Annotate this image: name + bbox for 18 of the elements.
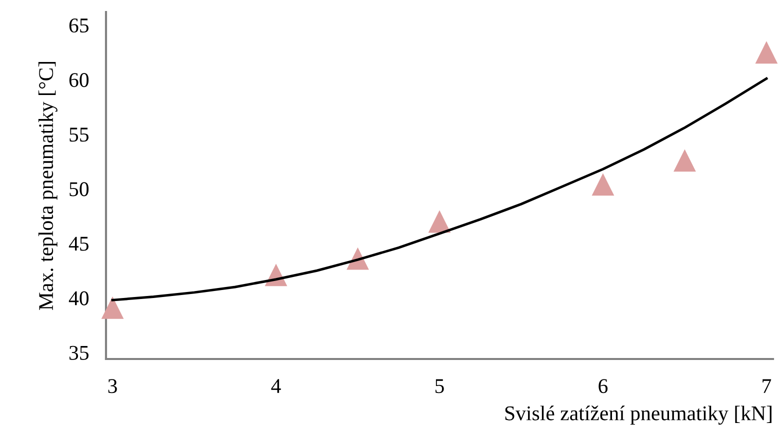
point [101,296,124,319]
y-axis-title: Max. teplota pneumatiky [°C] [38,62,58,310]
point [592,173,614,196]
x-tick-label: 3 [108,379,117,394]
y-tick-label: 45 [68,236,89,251]
x-axis-title: Svislé zatížení pneumatiky [kN] [505,406,772,425]
point [755,41,778,64]
y-tick-label: 60 [69,73,89,88]
x-tick-label: 6 [598,379,608,394]
x-tick-label: 7 [762,379,772,393]
point [674,149,696,172]
y-tick-label: 50 [70,182,89,196]
y-tick-label: 65 [69,18,89,33]
x-tick-label: 4 [271,379,281,393]
y-tick-label: 40 [68,291,89,306]
x-tick-label: 5 [436,379,444,394]
y-tick-label: 55 [70,128,89,142]
y-tick-label: 35 [69,346,89,360]
